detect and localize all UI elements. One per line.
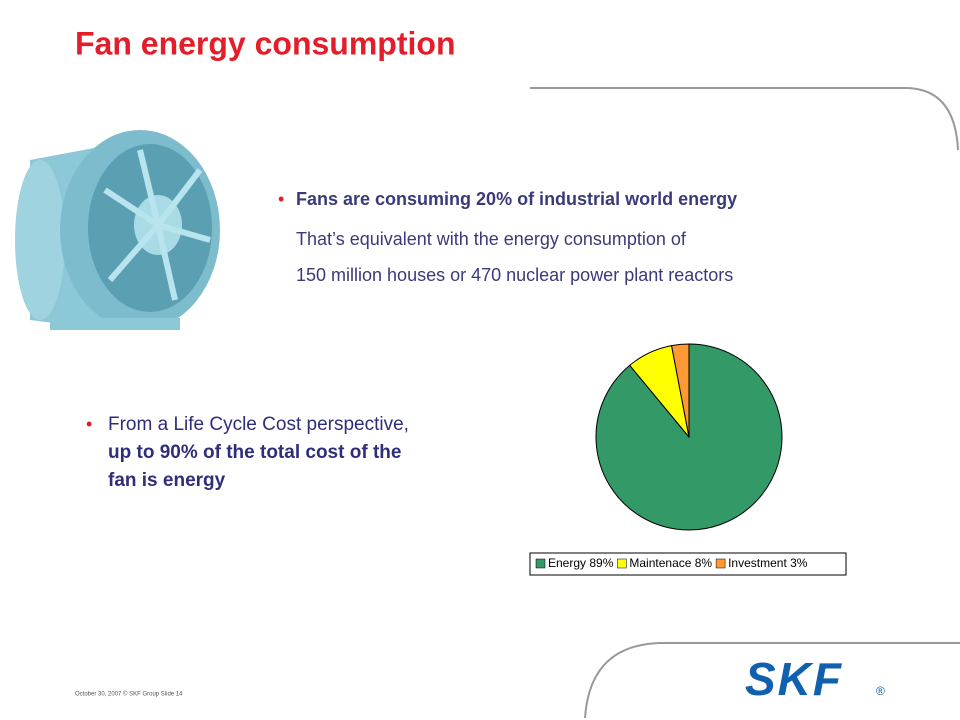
bullet: • [86, 414, 92, 434]
pie-slice [670, 343, 690, 438]
legend-swatch [535, 558, 546, 569]
legend-box [529, 552, 847, 576]
logo: SKF [745, 653, 843, 705]
bullet-text: 150 million houses or 470 nuclear power … [296, 265, 733, 285]
bullet-text: That’s equivalent with the energy consum… [296, 229, 687, 249]
legend-swatch [617, 558, 627, 569]
legend-label: Energy 89% [548, 556, 614, 570]
logo-mark: ® [876, 684, 885, 698]
deco-curve [530, 87, 959, 151]
bullet-text: Fans are consuming 20% of industrial wor… [296, 189, 737, 209]
legend-label: Investment 3% [728, 556, 808, 570]
bullet-text: From a Life Cycle Cost perspective, [108, 414, 409, 435]
footer: October 30, 2007 © SKF Group Slide 14 [75, 691, 183, 698]
title: Fan energy consumption [75, 25, 455, 61]
bullet: • [278, 189, 284, 209]
bullet-text: fan is energy [108, 470, 226, 491]
pie-chart [595, 343, 783, 531]
fan-image [15, 130, 220, 330]
legend-label: Maintenace 8% [629, 556, 712, 570]
deco-curve [584, 642, 960, 719]
legend: Energy 89% Maintenace 8% Investment 3% [535, 556, 808, 570]
pie-slice [595, 343, 783, 531]
legend-swatch [715, 558, 726, 569]
bullet-text: up to 90% of the total cost of the [108, 442, 401, 463]
